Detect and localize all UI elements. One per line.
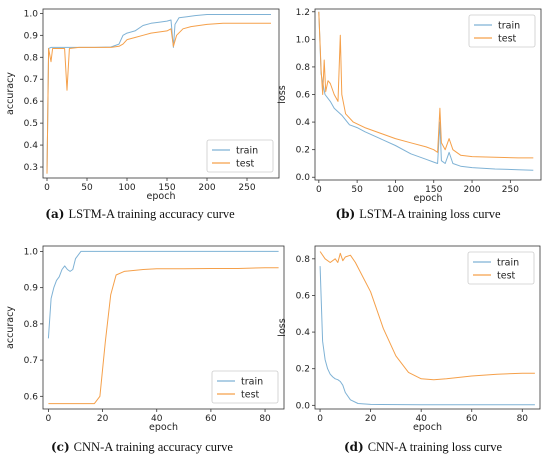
series-line-test xyxy=(48,267,279,405)
y-axis-label: accuracy xyxy=(5,306,16,349)
chart-panel-4: 0 20 40 60 80 0.0 0.2 0.4 0.6 0.8 epoch loss train te… xyxy=(277,245,541,454)
x-tick-label: 40 xyxy=(151,414,163,424)
x-axis-label: epoch xyxy=(414,193,443,204)
caption-text: CNN-A training accuracy curve xyxy=(74,440,234,454)
y-tick-label: 0.7 xyxy=(24,356,38,366)
caption-text: LSTM-A training accuracy curve xyxy=(68,207,235,221)
x-tick-label: 100 xyxy=(118,183,135,193)
legend: train test xyxy=(467,251,535,285)
x-tick-label: 0 xyxy=(46,414,52,424)
y-tick-label: 0.2 xyxy=(296,365,310,375)
x-tick-label: 20 xyxy=(365,414,377,424)
x-tick-label: 60 xyxy=(466,414,478,424)
y-tick-label: 0.4 xyxy=(24,141,39,151)
x-tick-label: 250 xyxy=(238,183,255,193)
panel-caption: (b) LSTM-A training loss curve xyxy=(335,207,501,221)
series-line-train xyxy=(318,11,534,171)
x-tick-label: 150 xyxy=(425,185,442,195)
caption-text: CNN-A training loss curve xyxy=(368,440,503,454)
legend: train test xyxy=(468,14,536,48)
caption-text: LSTM-A training loss curve xyxy=(359,207,501,221)
y-tick-label: 0.9 xyxy=(24,31,39,41)
y-axis-label: loss xyxy=(277,85,288,103)
chart-panel-3: 0 20 40 60 80 0.6 0.7 0.8 0.9 1.0 epoch accuracy tra… xyxy=(5,245,285,454)
x-tick-label: 250 xyxy=(502,185,519,195)
y-tick-label: 0.7 xyxy=(24,75,38,85)
y-tick-label: 1.0 xyxy=(24,247,39,257)
plot-frame xyxy=(42,245,285,410)
y-tick-label: 0.0 xyxy=(296,401,311,411)
x-axis-label: epoch xyxy=(149,422,178,433)
x-tick-label: 20 xyxy=(97,414,109,424)
y-axis-label: accuracy xyxy=(5,72,16,115)
x-tick-label: 0 xyxy=(317,414,323,424)
y-tick-label: 0.3 xyxy=(24,163,38,173)
legend-box xyxy=(467,251,535,285)
y-tick-label: 0.8 xyxy=(24,53,39,63)
legend: train test xyxy=(211,370,279,404)
x-axis-label: epoch xyxy=(147,191,176,202)
legend: train test xyxy=(206,139,274,173)
panel-caption: (c) CNN-A training accuracy curve xyxy=(51,440,233,454)
series-line-train xyxy=(47,250,279,339)
y-axis-label: loss xyxy=(277,318,288,336)
y-tick-label: 1.0 xyxy=(24,9,39,19)
x-tick-label: 200 xyxy=(198,183,215,193)
legend-entry-test: test xyxy=(241,390,260,401)
x-tick-label: 50 xyxy=(81,183,93,193)
legend-entry-test: test xyxy=(498,34,517,45)
caption-letter: (b) xyxy=(335,207,355,221)
y-tick-label: 1.2 xyxy=(296,8,310,18)
legend-box xyxy=(211,370,279,404)
y-tick-label: 0.6 xyxy=(296,291,311,301)
chart-panel-2: 0 50 100 150 200 250 0.0 0.2 0.4 0.6 0.8 1.0 1.2 epoc… xyxy=(277,8,542,221)
legend-box xyxy=(468,14,536,48)
caption-letter: (c) xyxy=(51,440,70,454)
legend-entry-train: train xyxy=(241,377,263,388)
x-tick-label: 40 xyxy=(415,414,427,424)
x-tick-label: 80 xyxy=(517,414,529,424)
legend-entry-train: train xyxy=(497,258,519,269)
x-tick-label: 200 xyxy=(463,185,480,195)
plot-frame xyxy=(314,245,541,410)
caption-letter: (d) xyxy=(344,440,364,454)
series-line-test xyxy=(319,251,535,381)
plot-frame xyxy=(42,8,280,179)
panel-caption: (d) CNN-A training loss curve xyxy=(344,440,503,454)
x-tick-label: 0 xyxy=(44,183,50,193)
y-tick-label: 0.6 xyxy=(24,97,39,107)
y-tick-label: 0.2 xyxy=(296,146,310,156)
x-axis-label: epoch xyxy=(413,422,442,433)
x-tick-label: 100 xyxy=(387,185,404,195)
y-tick-label: 0.6 xyxy=(24,392,39,402)
legend-box xyxy=(206,139,274,173)
y-tick-label: 0.8 xyxy=(24,320,39,330)
y-tick-label: 1.0 xyxy=(296,35,311,45)
y-tick-label: 0.6 xyxy=(296,91,311,101)
y-tick-label: 0.8 xyxy=(296,63,311,73)
legend-entry-train: train xyxy=(236,146,258,157)
chart-panel-1: 0 50 100 150 200 250 0.3 0.4 0.5 0.6 0.7 0.8 0.9 1.0 e… xyxy=(5,8,280,221)
x-tick-label: 60 xyxy=(205,414,217,424)
legend-entry-train: train xyxy=(498,21,520,32)
series-line-test xyxy=(318,11,534,159)
y-tick-label: 0.8 xyxy=(296,255,311,265)
y-tick-label: 0.4 xyxy=(296,328,311,338)
x-tick-label: 50 xyxy=(351,185,363,195)
y-tick-label: 0.9 xyxy=(24,284,39,294)
panel-caption: (a) LSTM-A training accuracy curve xyxy=(45,207,235,221)
x-tick-label: 150 xyxy=(158,183,175,193)
legend-entry-test: test xyxy=(236,159,255,170)
x-tick-label: 0 xyxy=(316,185,322,195)
x-tick-label: 80 xyxy=(259,414,271,424)
y-tick-label: 0.5 xyxy=(24,119,38,129)
legend-entry-test: test xyxy=(497,271,516,282)
series-line-train xyxy=(319,266,535,406)
series-line-test xyxy=(46,22,271,174)
caption-letter: (a) xyxy=(45,207,64,221)
y-tick-label: 0.4 xyxy=(296,118,311,128)
y-tick-label: 0.0 xyxy=(296,173,311,183)
